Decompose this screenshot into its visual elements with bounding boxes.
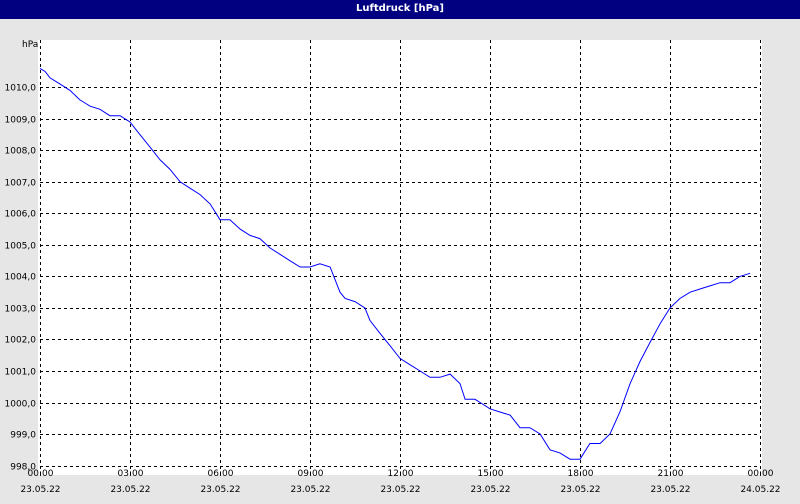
y-tick-label: 1002,0: [5, 336, 37, 346]
x-tick-date-label: 23.05.22: [200, 485, 240, 495]
y-tick-label: 1006,0: [5, 210, 37, 220]
pressure-chart: 998,0 999,0 1000,0 1001,0 1002,0 1003,0 1004,0…: [5, 40, 781, 495]
x-tick-time-label: 18:00: [568, 469, 594, 479]
y-tick-label: 999,0: [10, 431, 36, 441]
x-tick-date-label: 23.05.22: [380, 485, 420, 495]
y-axis-label: hPa: [22, 40, 38, 50]
pressure-series-line: [39, 67, 751, 460]
x-tick-date-label: 23.05.22: [20, 485, 60, 495]
x-tick-time-label: 21:00: [658, 469, 684, 479]
y-axis: 998,0 999,0 1000,0 1001,0 1002,0 1003,0 1004,0…: [5, 84, 37, 473]
y-tick-label: 1003,0: [5, 305, 37, 315]
x-axis: 00:00 23.05.22 03:00 23.05.22 06:00 23.05.22 0…: [20, 469, 780, 495]
y-tick-label: 1004,0: [5, 273, 37, 283]
y-tick-label: 1010,0: [5, 84, 37, 94]
x-tick-time-label: 00:00: [748, 469, 774, 479]
x-tick-date-label: 23.05.22: [470, 485, 510, 495]
x-tick-date-label: 24.05.22: [740, 485, 780, 495]
x-tick-time-label: 09:00: [298, 469, 324, 479]
y-tick-label: 1007,0: [5, 179, 37, 189]
y-tick-label: 998,0: [10, 463, 36, 473]
chart-title: Luftdruck [hPa]: [0, 0, 800, 19]
x-tick-date-label: 23.05.22: [560, 485, 600, 495]
grid: [40, 40, 761, 475]
x-tick-time-label: 12:00: [388, 469, 414, 479]
x-tick-date-label: 23.05.22: [650, 485, 690, 495]
chart-area: 998,0 999,0 1000,0 1001,0 1002,0 1003,0 1004,0…: [0, 19, 800, 500]
x-tick-time-label: 15:00: [478, 469, 504, 479]
y-tick-label: 1005,0: [5, 242, 37, 252]
y-tick-label: 1008,0: [5, 147, 37, 157]
y-tick-label: 1000,0: [5, 400, 37, 410]
x-tick-time-label: 00:00: [28, 469, 54, 479]
x-tick-date-label: 23.05.22: [290, 485, 330, 495]
x-tick-time-label: 03:00: [118, 469, 144, 479]
y-tick-label: 1009,0: [5, 116, 37, 126]
y-tick-label: 1001,0: [5, 368, 37, 378]
x-tick-date-label: 23.05.22: [110, 485, 150, 495]
x-tick-time-label: 06:00: [208, 469, 234, 479]
